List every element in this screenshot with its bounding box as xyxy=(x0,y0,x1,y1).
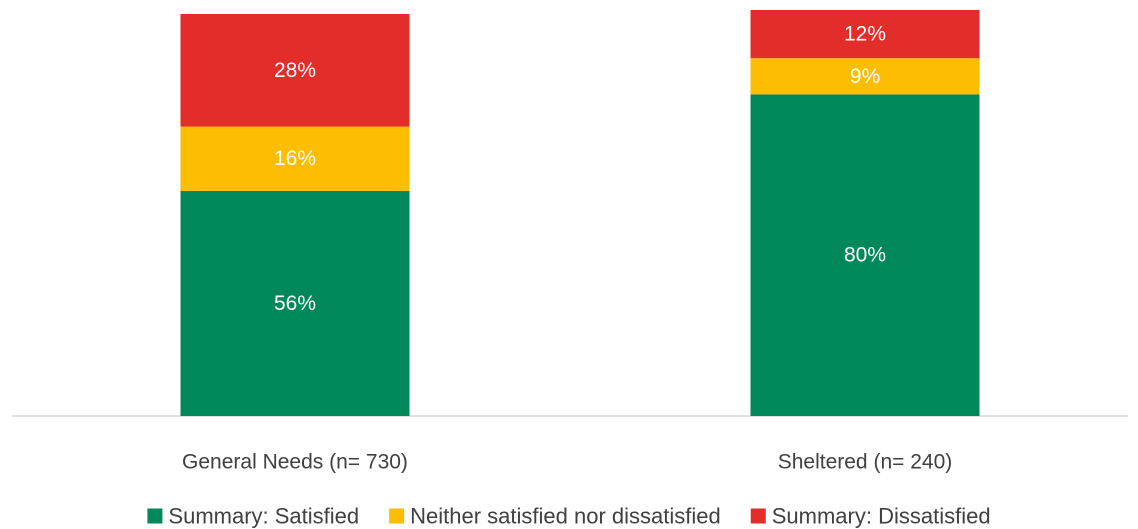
legend-item-summary-satisfied: Summary: Satisfied xyxy=(147,504,359,529)
data-label-summary-satisfied-1: 56% xyxy=(274,292,316,315)
legend-item-summary-dissatisfied: Summary: Dissatisfied xyxy=(750,504,991,529)
legend-label-summary-dissatisfied: Summary: Dissatisfied xyxy=(772,504,991,529)
bar-segment-summary-dissatisfied-1 xyxy=(180,14,410,127)
data-label-neither-satisfied-nor-dissatisfied-1: 16% xyxy=(274,147,316,170)
bar-segment-neither-satisfied-nor-dissatisfied-2 xyxy=(750,58,980,95)
bars-group: 56% 16% 28% 80% 9% 12% xyxy=(180,9,980,417)
legend: Summary: Satisfied Neither satisfied nor … xyxy=(147,504,991,529)
legend-swatch-neither-satisfied-nor-dissatisfied xyxy=(389,508,405,524)
category-labels-group: General Needs (n= 730) Sheltered (n= 240) xyxy=(182,451,952,474)
bar-segment-summary-satisfied-1 xyxy=(180,190,410,416)
category-label-1: General Needs (n= 730) xyxy=(182,451,408,474)
legend-label-neither-satisfied-nor-dissatisfied: Neither satisfied nor dissatisfied xyxy=(410,504,721,529)
bar-segment-summary-satisfied-2 xyxy=(750,94,980,417)
legend-swatch-summary-satisfied xyxy=(147,508,163,524)
legend-item-neither-satisfied-nor-dissatisfied: Neither satisfied nor dissatisfied xyxy=(389,504,721,529)
data-label-summary-dissatisfied-2: 12% xyxy=(844,23,886,46)
bar-segment-neither-satisfied-nor-dissatisfied-1 xyxy=(180,126,410,191)
data-label-neither-satisfied-nor-dissatisfied-2: 9% xyxy=(850,65,880,88)
category-label-2: Sheltered (n= 240) xyxy=(778,451,953,474)
legend-swatch-summary-dissatisfied xyxy=(750,508,766,524)
data-label-summary-dissatisfied-1: 28% xyxy=(274,59,316,82)
legend-label-summary-satisfied: Summary: Satisfied xyxy=(168,504,359,529)
data-label-summary-satisfied-2: 80% xyxy=(844,244,886,267)
bar-segment-summary-dissatisfied-2 xyxy=(750,9,980,59)
